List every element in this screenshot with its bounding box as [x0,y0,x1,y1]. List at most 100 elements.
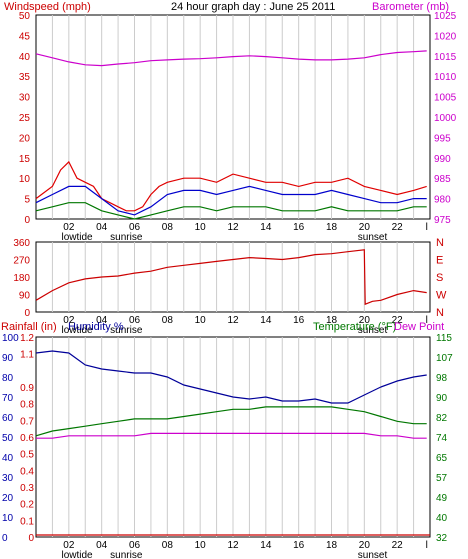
rainfall-y-tick: 0.4 [20,466,34,477]
x-tick-label: 10 [195,315,207,326]
barometer-series [35,50,427,67]
baro-y-tick: 1000 [434,113,457,124]
x-tick-label: 16 [293,222,305,233]
compass-tick: S [436,272,443,284]
x-annotation: sunrise [110,550,143,559]
wind-y-tick: 50 [19,11,31,22]
temperature-y-tick: 49 [436,493,448,504]
temperature-y-tick: 115 [436,333,452,344]
temperature-series [35,406,427,437]
x-tick-label: 18 [326,222,338,233]
x-tick-label: 04 [96,540,108,551]
temperature-axis-label: Temperature (°F) [313,321,396,333]
humidity-y-tick: 90 [2,353,14,364]
x-tick-label: 06 [129,222,141,233]
x-tick-label: 16 [293,540,305,551]
humidity-y-tick: 50 [2,433,14,444]
baro-y-tick: 995 [434,133,451,144]
x-annotation: sunset [358,550,388,559]
x-tick-label: 14 [260,315,272,326]
chart-title: 24 hour graph day : June 25 2011 [171,1,335,13]
baro-y-tick: 1020 [434,31,457,42]
humidity-y-tick: 20 [2,493,14,504]
rainfall-y-tick: 0.8 [20,400,34,411]
x-tick-label: 16 [293,315,305,326]
wind-y-tick: 5 [24,195,30,206]
wind-direction-series [35,249,427,306]
x-annotation: sunrise [110,232,143,243]
x-tick-label: 18 [326,315,338,326]
rainfall-y-tick: 1.1 [20,350,34,361]
x-annotation: lowtide [61,325,93,336]
humidity-axis-label: Humidity % [68,321,124,333]
x-tick-label: 12 [227,315,239,326]
compass-tick: W [436,290,447,302]
direction-y-tick: 90 [19,291,31,302]
baro-y-tick: 975 [434,215,451,226]
climate-panel: 0 10 20 30 40 50 60 70 80 90 100 0 0.1 0.2 0.3 0.4 0.5 0.… [2,333,453,559]
wind-y-tick: 30 [19,93,31,104]
temperature-y-tick: 32 [436,533,448,544]
humidity-y-tick: 70 [2,393,14,404]
rainfall-axis-label: Rainfall (in) [1,321,57,333]
rainfall-y-tick: 0.9 [20,383,34,394]
direction-y-tick: 270 [13,256,30,267]
temperature-y-tick: 40 [436,513,448,524]
rainfall-y-tick: 0.6 [20,433,34,444]
rainfall-y-tick: 1.2 [20,333,34,344]
humidity-y-tick: 40 [2,453,14,464]
rainfall-y-tick: 0.3 [20,483,34,494]
temperature-y-tick: 98 [436,373,448,384]
humidity-series [35,350,427,404]
rainfall-y-tick: 0.7 [20,416,34,427]
baro-y-tick: 1025 [434,11,457,22]
wind-low-series [35,202,427,220]
x-annotation: sunrise [110,325,143,336]
baro-y-tick: 985 [434,174,451,185]
x-tick-label: 14 [260,540,272,551]
x-tick-label: 18 [326,540,338,551]
x-tick-label: 04 [96,222,108,233]
direction-y-tick: 360 [13,238,30,249]
x-tick-label: 06 [129,540,141,551]
rainfall-y-tick: 0 [28,533,34,544]
windspeed-series [35,160,427,212]
x-tick-label: 14 [260,222,272,233]
humidity-y-tick: 30 [2,473,14,484]
x-tick-label: 02 [63,540,75,551]
rainfall-y-tick: 0.1 [20,516,34,527]
wind-panel: 0510152025303540455097598098599099510001… [19,11,457,243]
wind-y-tick: 35 [19,72,31,83]
baro-y-tick: 1005 [434,93,457,104]
wind-y-tick: 20 [19,133,31,144]
baro-y-tick: 1010 [434,72,457,83]
humidity-y-tick: 60 [2,413,14,424]
rainfall-y-tick: 0.2 [20,500,34,511]
x-tick-label: 02 [63,315,75,326]
x-tick-label: 06 [129,315,141,326]
barometer-axis-label: Barometer (mb) [372,1,449,13]
x-tick-label: 20 [359,222,371,233]
wind-y-tick: 40 [19,52,31,63]
wind-y-tick: 10 [19,174,31,185]
direction-y-tick: 180 [13,273,30,284]
x-tick-label: l [426,222,428,233]
wind-y-tick: 15 [19,154,31,165]
x-tick-label: 12 [227,540,239,551]
x-annotation: sunset [358,325,388,336]
rainfall-y-tick: 0.5 [20,450,34,461]
x-tick-label: l [426,540,428,551]
compass-tick: N [436,307,444,319]
x-tick-label: 22 [392,222,404,233]
temperature-y-tick: 74 [436,433,448,444]
humidity-y-tick: 0 [2,533,8,544]
x-annotation: lowtide [61,550,93,559]
humidity-y-tick: 80 [2,373,14,384]
temperature-y-tick: 65 [436,453,448,464]
x-tick-label: 22 [392,315,404,326]
x-tick-label: 08 [162,222,174,233]
temperature-y-tick: 82 [436,413,448,424]
x-tick-label: 08 [162,540,174,551]
